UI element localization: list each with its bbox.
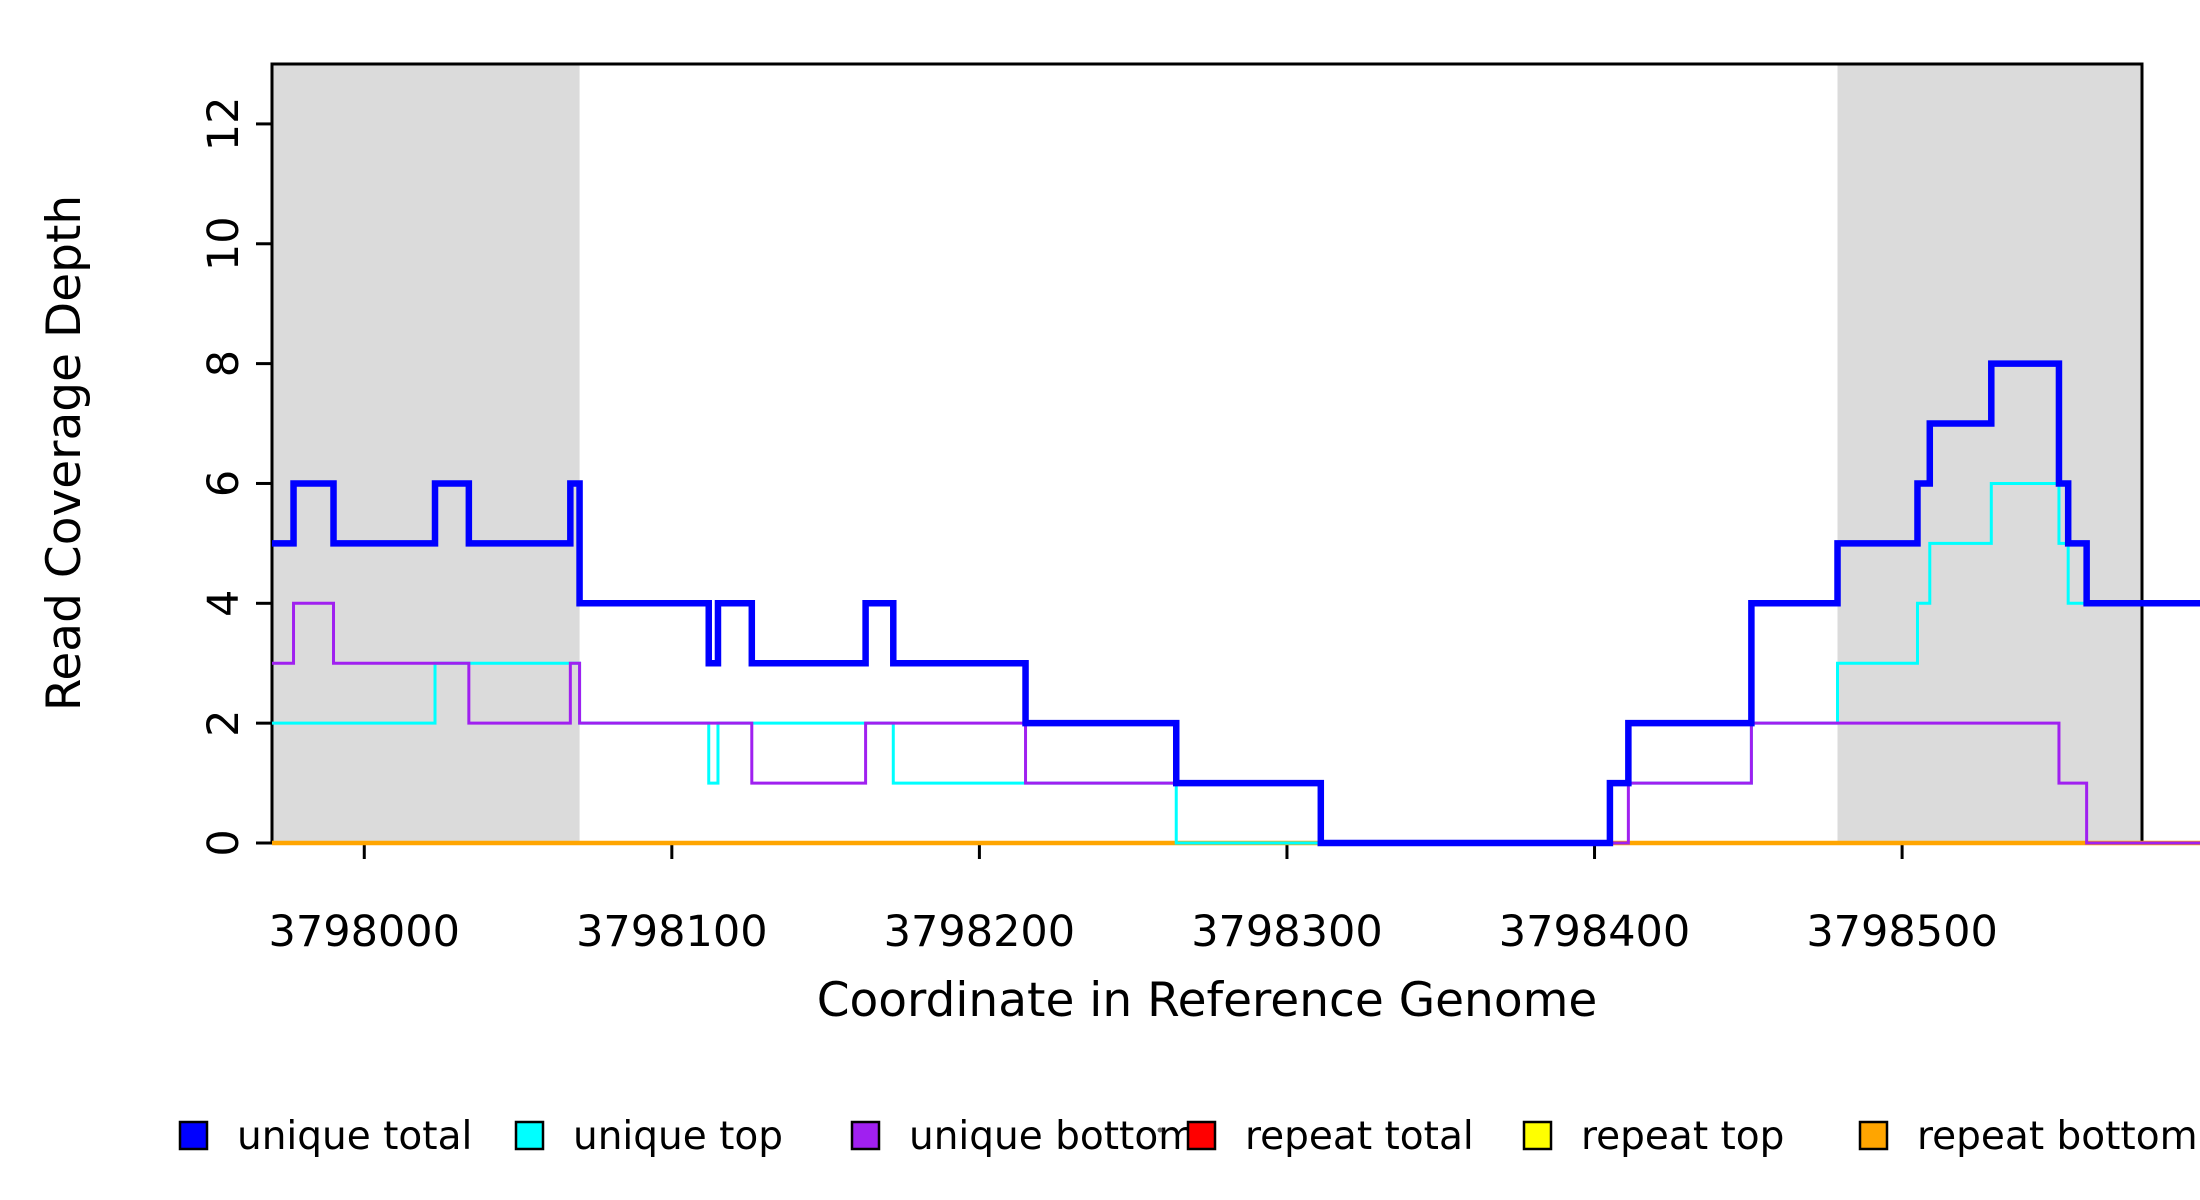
legend-label-unique_bottom: unique bottom xyxy=(909,1114,1196,1159)
series-line-unique_total xyxy=(272,360,2200,847)
legend-label-repeat_top: repeat top xyxy=(1581,1114,1784,1159)
y-tick-label: 6 xyxy=(199,470,249,497)
legend: unique total unique top unique bottom repea… xyxy=(178,1114,2198,1159)
legend-swatch-repeat_top xyxy=(1522,1120,1553,1151)
x-tick-label: 3798500 xyxy=(1806,907,1998,957)
y-tick-label: 4 xyxy=(199,590,249,617)
x-axis-ticks: 3798000 3798100 3798200 3798300 3798400 37985… xyxy=(269,843,1998,957)
legend-swatch-unique_top xyxy=(514,1120,545,1151)
legend-label-unique_top: unique top xyxy=(573,1114,783,1159)
coverage-series-lines xyxy=(272,360,2200,847)
y-axis-ticks: 0 2 4 6 8 10 12 xyxy=(199,97,272,857)
x-axis-title: Coordinate in Reference Genome xyxy=(817,973,1598,1028)
y-tick-label: 0 xyxy=(199,829,249,856)
y-tick-label: 12 xyxy=(199,97,249,152)
x-tick-label: 3798000 xyxy=(269,907,461,957)
legend-swatch-unique_total xyxy=(178,1120,209,1151)
x-tick-label: 3798300 xyxy=(1191,907,1383,957)
legend-label-repeat_bottom: repeat bottom xyxy=(1917,1114,2198,1159)
legend-swatch-unique_bottom xyxy=(850,1120,881,1151)
x-tick-label: 3798100 xyxy=(576,907,768,957)
y-tick-label: 2 xyxy=(199,709,249,736)
stray-dot-artifact xyxy=(1157,1127,1163,1133)
series-line-unique_bottom xyxy=(272,601,2200,845)
legend-swatch-repeat_total xyxy=(1186,1120,1217,1151)
legend-label-repeat_total: repeat total xyxy=(1245,1114,1474,1159)
shaded-regions xyxy=(272,64,2142,843)
legend-swatch-repeat_bottom xyxy=(1858,1120,1889,1151)
y-axis-title: Read Coverage Depth xyxy=(37,195,92,711)
shaded-region xyxy=(1837,64,2142,843)
x-tick-label: 3798400 xyxy=(1499,907,1691,957)
y-tick-label: 10 xyxy=(199,216,249,271)
legend-label-unique_total: unique total xyxy=(237,1114,472,1159)
y-tick-label: 8 xyxy=(199,350,249,377)
x-tick-label: 3798200 xyxy=(884,907,1076,957)
shaded-region xyxy=(272,64,580,843)
